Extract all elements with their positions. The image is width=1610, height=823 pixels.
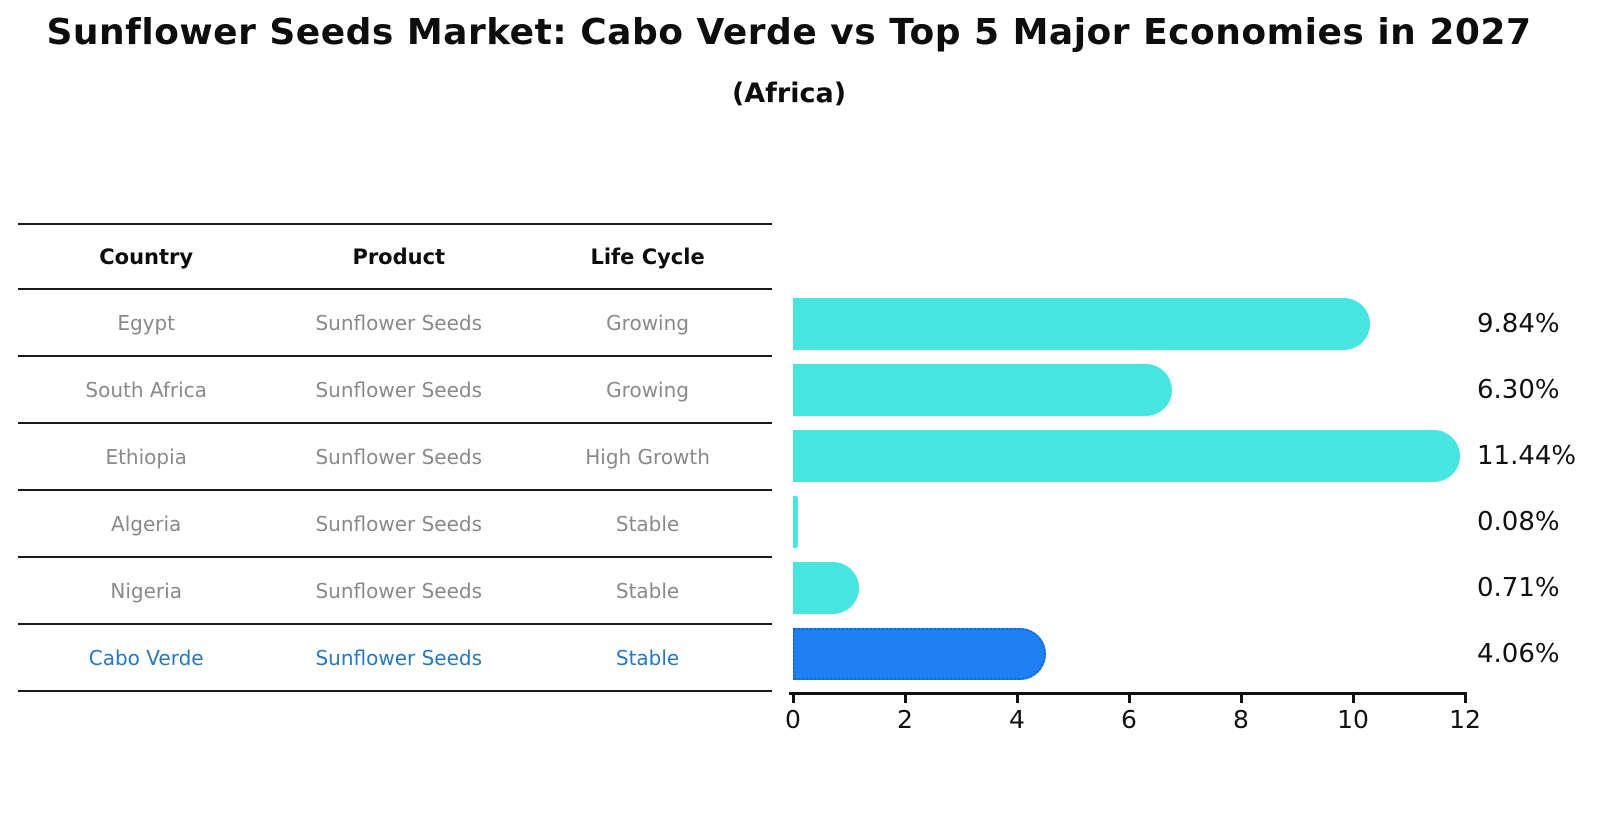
bar-nigeria — [793, 562, 859, 614]
table-cell-product: Sunflower Seeds — [315, 578, 483, 603]
bar-value-label-nigeria: 0.71% — [1477, 573, 1560, 603]
table-body: Egypt Sunflower Seeds Growing South Africa S… — [18, 290, 772, 692]
table-row: Cabo Verde Sunflower Seeds Stable — [18, 625, 772, 692]
x-axis-line — [789, 692, 1467, 695]
table-cell-country: Algeria — [111, 511, 182, 536]
x-axis-tick — [1464, 694, 1467, 703]
x-axis-tick — [904, 694, 907, 703]
chart-subtitle: (Africa) — [731, 78, 847, 109]
economies-table: Country Product Life Cycle Egypt Sunflowe… — [18, 223, 772, 692]
column-header-lifecycle: Life Cycle — [590, 244, 705, 269]
column-header-product: Product — [352, 244, 446, 269]
table-row: Ethiopia Sunflower Seeds High Growth — [18, 424, 772, 491]
bar-value-label-south-africa: 6.30% — [1477, 375, 1560, 405]
table-header-row: Country Product Life Cycle — [18, 225, 772, 290]
bar-ethiopia — [793, 430, 1460, 482]
table-cell-country: Ethiopia — [105, 444, 187, 469]
x-axis-tick-label: 8 — [1233, 705, 1249, 734]
bar-egypt — [793, 298, 1371, 350]
bar-cabo-verde — [793, 628, 1047, 680]
x-axis-tick-label: 2 — [897, 705, 913, 734]
table-row: Egypt Sunflower Seeds Growing — [18, 290, 772, 357]
table-cell-life-cycle: Stable — [615, 578, 680, 603]
table-cell-country: South Africa — [85, 377, 207, 402]
x-axis-tick — [1128, 694, 1131, 703]
table-cell-life-cycle: Stable — [615, 511, 680, 536]
chart-title: Sunflower Seeds Market: Cabo Verde vs To… — [46, 12, 1532, 53]
table-cell-country: Cabo Verde — [88, 645, 204, 670]
x-axis-tick-label: 0 — [785, 705, 801, 734]
table-cell-product: Sunflower Seeds — [315, 511, 483, 536]
x-axis-tick — [792, 694, 795, 703]
bar-value-label-algeria: 0.08% — [1477, 507, 1560, 537]
bar-value-label-egypt: 9.84% — [1477, 309, 1560, 339]
bar-value-label-cabo-verde: 4.06% — [1477, 639, 1560, 669]
table-cell-life-cycle: Growing — [606, 310, 689, 335]
table-cell-country: Egypt — [117, 310, 176, 335]
table-cell-life-cycle: Stable — [615, 645, 680, 670]
table-row: South Africa Sunflower Seeds Growing — [18, 357, 772, 424]
table-cell-product: Sunflower Seeds — [315, 310, 483, 335]
table-cell-product: Sunflower Seeds — [315, 444, 483, 469]
table-cell-product: Sunflower Seeds — [315, 645, 483, 670]
x-axis-tick-label: 4 — [1009, 705, 1025, 734]
table-cell-life-cycle: Growing — [606, 377, 689, 402]
x-axis-tick — [1016, 694, 1019, 703]
x-axis-tick-label: 6 — [1121, 705, 1137, 734]
bar-value-label-ethiopia: 11.44% — [1477, 441, 1577, 471]
x-axis-tick-label: 10 — [1337, 705, 1369, 734]
table-cell-product: Sunflower Seeds — [315, 377, 483, 402]
x-axis-tick — [1352, 694, 1355, 703]
table-cell-country: Nigeria — [110, 578, 182, 603]
x-axis-tick-label: 12 — [1449, 705, 1481, 734]
x-axis-tick — [1240, 694, 1243, 703]
table-row: Nigeria Sunflower Seeds Stable — [18, 558, 772, 625]
bar-algeria — [793, 496, 798, 548]
table-row: Algeria Sunflower Seeds Stable — [18, 491, 772, 558]
table-cell-life-cycle: High Growth — [585, 444, 710, 469]
column-header-country: Country — [99, 244, 194, 269]
bar-south-africa — [793, 364, 1172, 416]
